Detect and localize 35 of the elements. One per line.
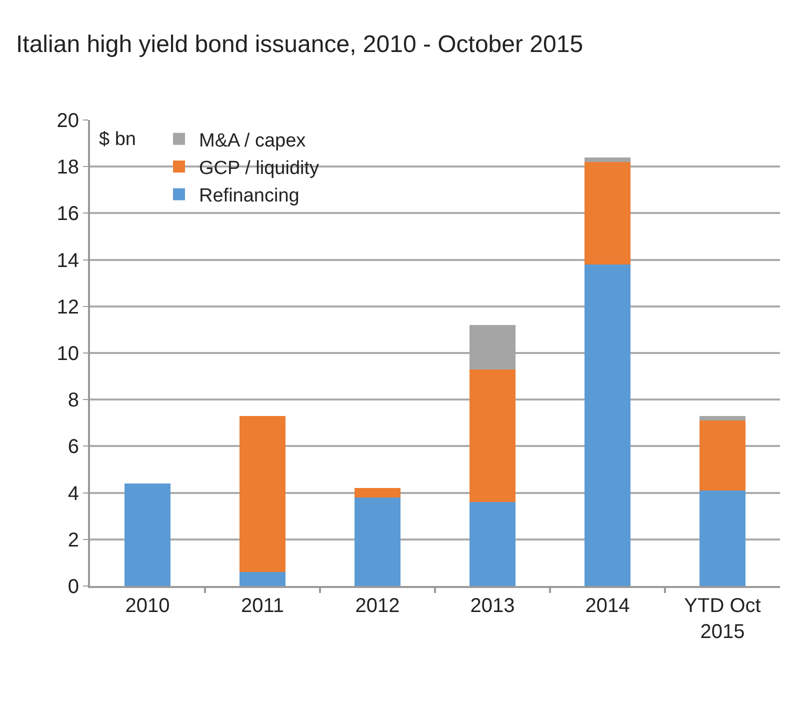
- y-tick-label: 0: [68, 576, 79, 598]
- legend-label: Refinancing: [199, 186, 300, 207]
- x-tick-label: 2010: [125, 595, 170, 617]
- y-tick-label: 14: [56, 250, 79, 272]
- bar: [700, 420, 746, 490]
- x-tick-label: 2012: [355, 595, 400, 617]
- x-tick-label: 2011: [240, 595, 284, 617]
- legend-label: M&A / capex: [199, 130, 306, 152]
- bar: [584, 157, 630, 162]
- bar: [700, 490, 746, 586]
- x-tick-label: 2013: [470, 595, 515, 617]
- y-tick-label: 4: [68, 482, 79, 505]
- bar: [240, 572, 286, 586]
- bar: [470, 502, 516, 586]
- bar: [124, 483, 170, 586]
- y-axis-title: $ bn: [99, 129, 136, 150]
- y-tick-label: 20: [56, 110, 79, 132]
- bar: [354, 497, 400, 586]
- y-tick-label: 6: [68, 436, 79, 458]
- legend-label: GCP / liquidity: [199, 158, 320, 179]
- x-tick-label: YTD Oct 2015: [684, 595, 762, 643]
- y-tick-label: 12: [56, 296, 79, 318]
- y-tick-label: 2: [68, 529, 79, 552]
- y-tick-label: 10: [56, 343, 79, 365]
- bar: [584, 264, 630, 586]
- y-tick-label: 16: [56, 203, 79, 226]
- bar: [240, 416, 286, 572]
- bar: [470, 369, 516, 502]
- x-tick-label: 2014: [585, 595, 630, 617]
- chart-title: Italian high yield bond issuance, 2010 - October 2015: [16, 31, 584, 58]
- y-tick-label: 8: [68, 390, 79, 412]
- bar: [584, 162, 630, 264]
- y-tick-label: 18: [56, 156, 79, 179]
- bar: [354, 488, 400, 498]
- bar: [700, 416, 746, 421]
